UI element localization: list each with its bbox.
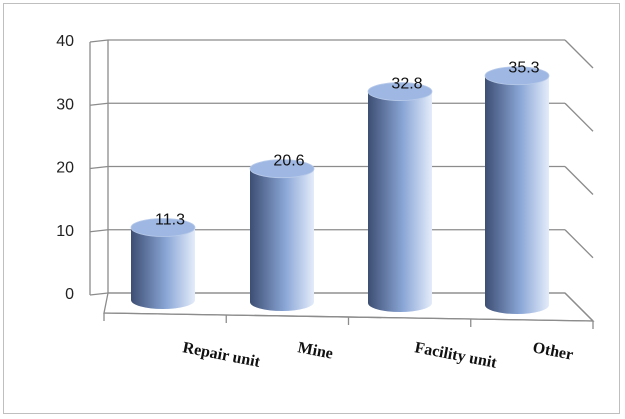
data-label: 32.8 (391, 76, 422, 93)
cylinder-body (485, 75, 549, 314)
bar-other (484, 66, 550, 314)
y-tick-mark-0 (89, 292, 109, 296)
bar-mine (249, 159, 315, 311)
gridline-side-40 (564, 39, 594, 69)
y-tick-mark-40 (89, 39, 109, 43)
cylinder-top (484, 66, 550, 86)
y-tick-mark-10 (89, 229, 109, 233)
bars (130, 66, 550, 314)
data-label: 11.3 (155, 212, 185, 229)
y-tick-label: 20 (56, 160, 74, 177)
labels: 0 10 20 30 40 11.3 20.6 32.8 35.3 Repair unit Mine… (56, 33, 574, 372)
cylinder-top (130, 218, 196, 237)
x-tick-label: Repair unit (181, 339, 262, 371)
y-tick-mark-20 (89, 165, 109, 170)
gridline-side-10 (564, 229, 594, 259)
y-tick-label: 10 (56, 223, 74, 240)
cylinder-top (249, 159, 315, 179)
cylinder-top (367, 82, 433, 101)
bar-facility-unit (367, 82, 433, 312)
data-label: 20.6 (273, 153, 304, 170)
bar-repair-unit (130, 218, 196, 309)
gridline-side-30 (564, 102, 594, 132)
y-tick-label: 40 (56, 33, 74, 50)
x-tick-label: Facility unit (413, 339, 498, 372)
gridline-side-20 (564, 166, 594, 195)
y-tick-mark-30 (89, 102, 109, 106)
y-tick-label: 0 (65, 286, 74, 303)
cylinder-body (250, 168, 314, 311)
cylinder-body (131, 227, 195, 309)
data-label: 35.3 (508, 60, 539, 77)
cylinder-body (368, 91, 432, 312)
x-tick-label: Other (531, 339, 574, 363)
x-tick-label: Mine (296, 339, 334, 362)
y-tick-label: 30 (56, 96, 74, 113)
